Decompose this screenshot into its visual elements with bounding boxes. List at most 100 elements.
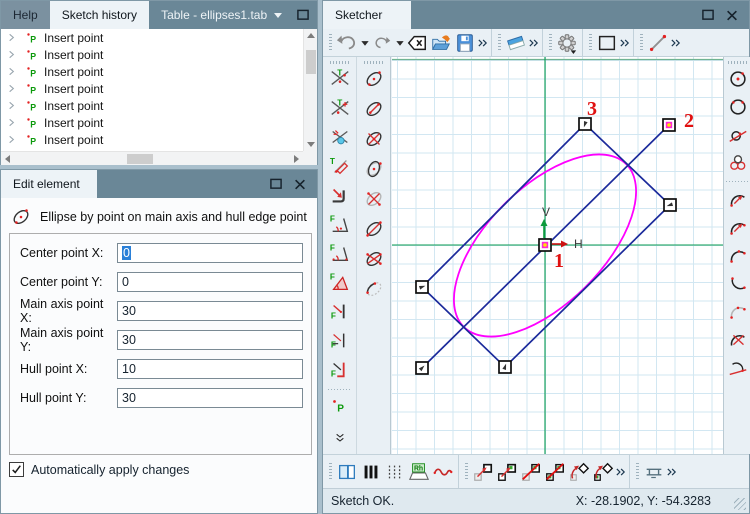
handle[interactable] [415,361,429,375]
toolbar-grip[interactable] [727,61,748,64]
dropdown-icon[interactable] [394,31,405,55]
close-button[interactable] [723,6,741,24]
bars-dashed-icon[interactable] [383,460,407,484]
sq-arrow-icon[interactable] [495,460,519,484]
close-button[interactable] [291,175,309,193]
list-item[interactable]: P Insert point [1,114,317,131]
e-cross-icon[interactable] [362,127,386,151]
bridge-icon[interactable] [642,460,666,484]
bars-icon[interactable] [359,460,383,484]
tree-expander-icon[interactable] [6,117,18,128]
handle[interactable] [578,117,592,131]
center-point-x-input[interactable]: 0 [117,243,303,263]
maximize-button[interactable] [294,6,312,24]
tab-table-ellipses1-tab[interactable]: Table - ellipses1.tab [149,1,294,29]
scroll-left-icon[interactable] [5,155,10,163]
tree-expander-icon[interactable] [6,32,18,43]
overflow-icon[interactable] [670,31,681,55]
fangle1-icon[interactable]: F [328,212,352,235]
fcorner1-icon[interactable]: F [328,300,352,323]
e-dots-icon[interactable] [362,67,386,91]
arc-3pt-icon[interactable] [726,244,750,268]
center-point-y-input[interactable]: 0 [117,272,303,292]
diamond-rotate2-icon[interactable] [591,460,615,484]
vertical-scrollbar[interactable] [303,29,317,151]
e-cross2-icon[interactable] [362,247,386,271]
fcorner2-icon[interactable]: F [328,329,352,352]
toolbar-grip[interactable] [549,33,552,52]
resize-grip[interactable] [734,498,746,510]
scroll-up-icon[interactable] [307,33,315,38]
toolbar-grip[interactable] [465,462,468,481]
auto-apply-checkbox[interactable] [9,462,24,477]
collapse-icon[interactable] [328,425,352,448]
scroll-right-icon[interactable] [294,155,299,163]
toolbar-grip[interactable] [636,462,639,481]
hull-point-y-input[interactable]: 30 [117,388,303,408]
circle-3-icon[interactable] [726,151,750,175]
arc-ghost-icon[interactable] [726,300,750,324]
tab-edit-element[interactable]: Edit element [1,170,97,198]
fcorner3-icon[interactable]: F [328,358,352,381]
tangent-icon[interactable]: T [328,154,352,177]
toolbar-grip[interactable] [363,61,384,64]
list-item[interactable]: P Insert point [1,97,317,114]
e-arc-icon[interactable] [362,277,386,301]
pages-icon[interactable] [335,460,359,484]
list-item[interactable]: P Insert point [1,63,317,80]
e-ghost-cross-icon[interactable] [362,187,386,211]
squiggle-icon[interactable] [431,460,455,484]
folder-open-icon[interactable] [429,31,453,55]
e-pair-icon[interactable] [362,157,386,181]
list-item[interactable]: P Insert point [1,29,317,46]
redo-icon[interactable] [370,31,394,55]
scroll-thumb[interactable] [306,50,316,74]
list-item[interactable]: P Insert point [1,46,317,63]
handle[interactable] [415,280,429,294]
backspace-icon[interactable] [405,31,429,55]
list-item[interactable]: P Insert point [1,131,317,148]
arc-3pt2-icon[interactable] [726,272,750,296]
sq-arrow-faded-icon[interactable] [471,460,495,484]
arc-radius-icon[interactable] [726,188,750,212]
overflow-icon[interactable] [666,460,677,484]
toolbar-grip[interactable] [329,61,350,64]
tab-help[interactable]: Help [1,1,50,29]
ppoint-icon[interactable]: P [328,396,352,419]
list-item[interactable]: P Insert point [1,80,317,97]
xdrop-icon[interactable] [328,125,352,148]
circle-center-icon[interactable] [726,67,750,91]
selected-handle[interactable] [662,118,676,132]
fangle2-icon[interactable]: F [328,241,352,264]
tab-dropdown-icon[interactable] [274,12,283,18]
sq-x1-icon[interactable] [519,460,543,484]
tree-expander-icon[interactable] [6,66,18,77]
tree-expander-icon[interactable] [6,100,18,111]
scroll-down-icon[interactable] [307,142,315,147]
line-tool-icon[interactable] [646,31,670,55]
overflow-icon[interactable] [615,460,626,484]
hull-point-x-input[interactable]: 10 [117,359,303,379]
overflow-icon[interactable] [528,31,539,55]
arc-radius2-icon[interactable] [726,216,750,240]
gear-icon[interactable] [555,31,579,55]
undo-icon[interactable] [335,31,359,55]
tree-expander-icon[interactable] [6,49,18,60]
horizontal-scrollbar[interactable] [1,151,303,165]
arc-tangent-icon[interactable] [726,356,750,380]
sq-x2-icon[interactable] [543,460,567,484]
rh-tag-icon[interactable]: Rh [407,460,431,484]
maximize-button[interactable] [267,175,285,193]
corner-arrow-icon[interactable] [328,183,352,206]
scroll-thumb[interactable] [127,154,153,164]
save-icon[interactable] [453,31,477,55]
eraser-icon[interactable] [504,31,528,55]
tab-sketcher[interactable]: Sketcher [323,1,411,29]
arc-cross-icon[interactable] [726,328,750,352]
main-axis-point-x-input[interactable]: 30 [117,301,303,321]
rectangle-icon[interactable] [595,31,619,55]
xpoint2-icon[interactable]: T [328,96,352,119]
toolbar-grip[interactable] [329,462,332,481]
